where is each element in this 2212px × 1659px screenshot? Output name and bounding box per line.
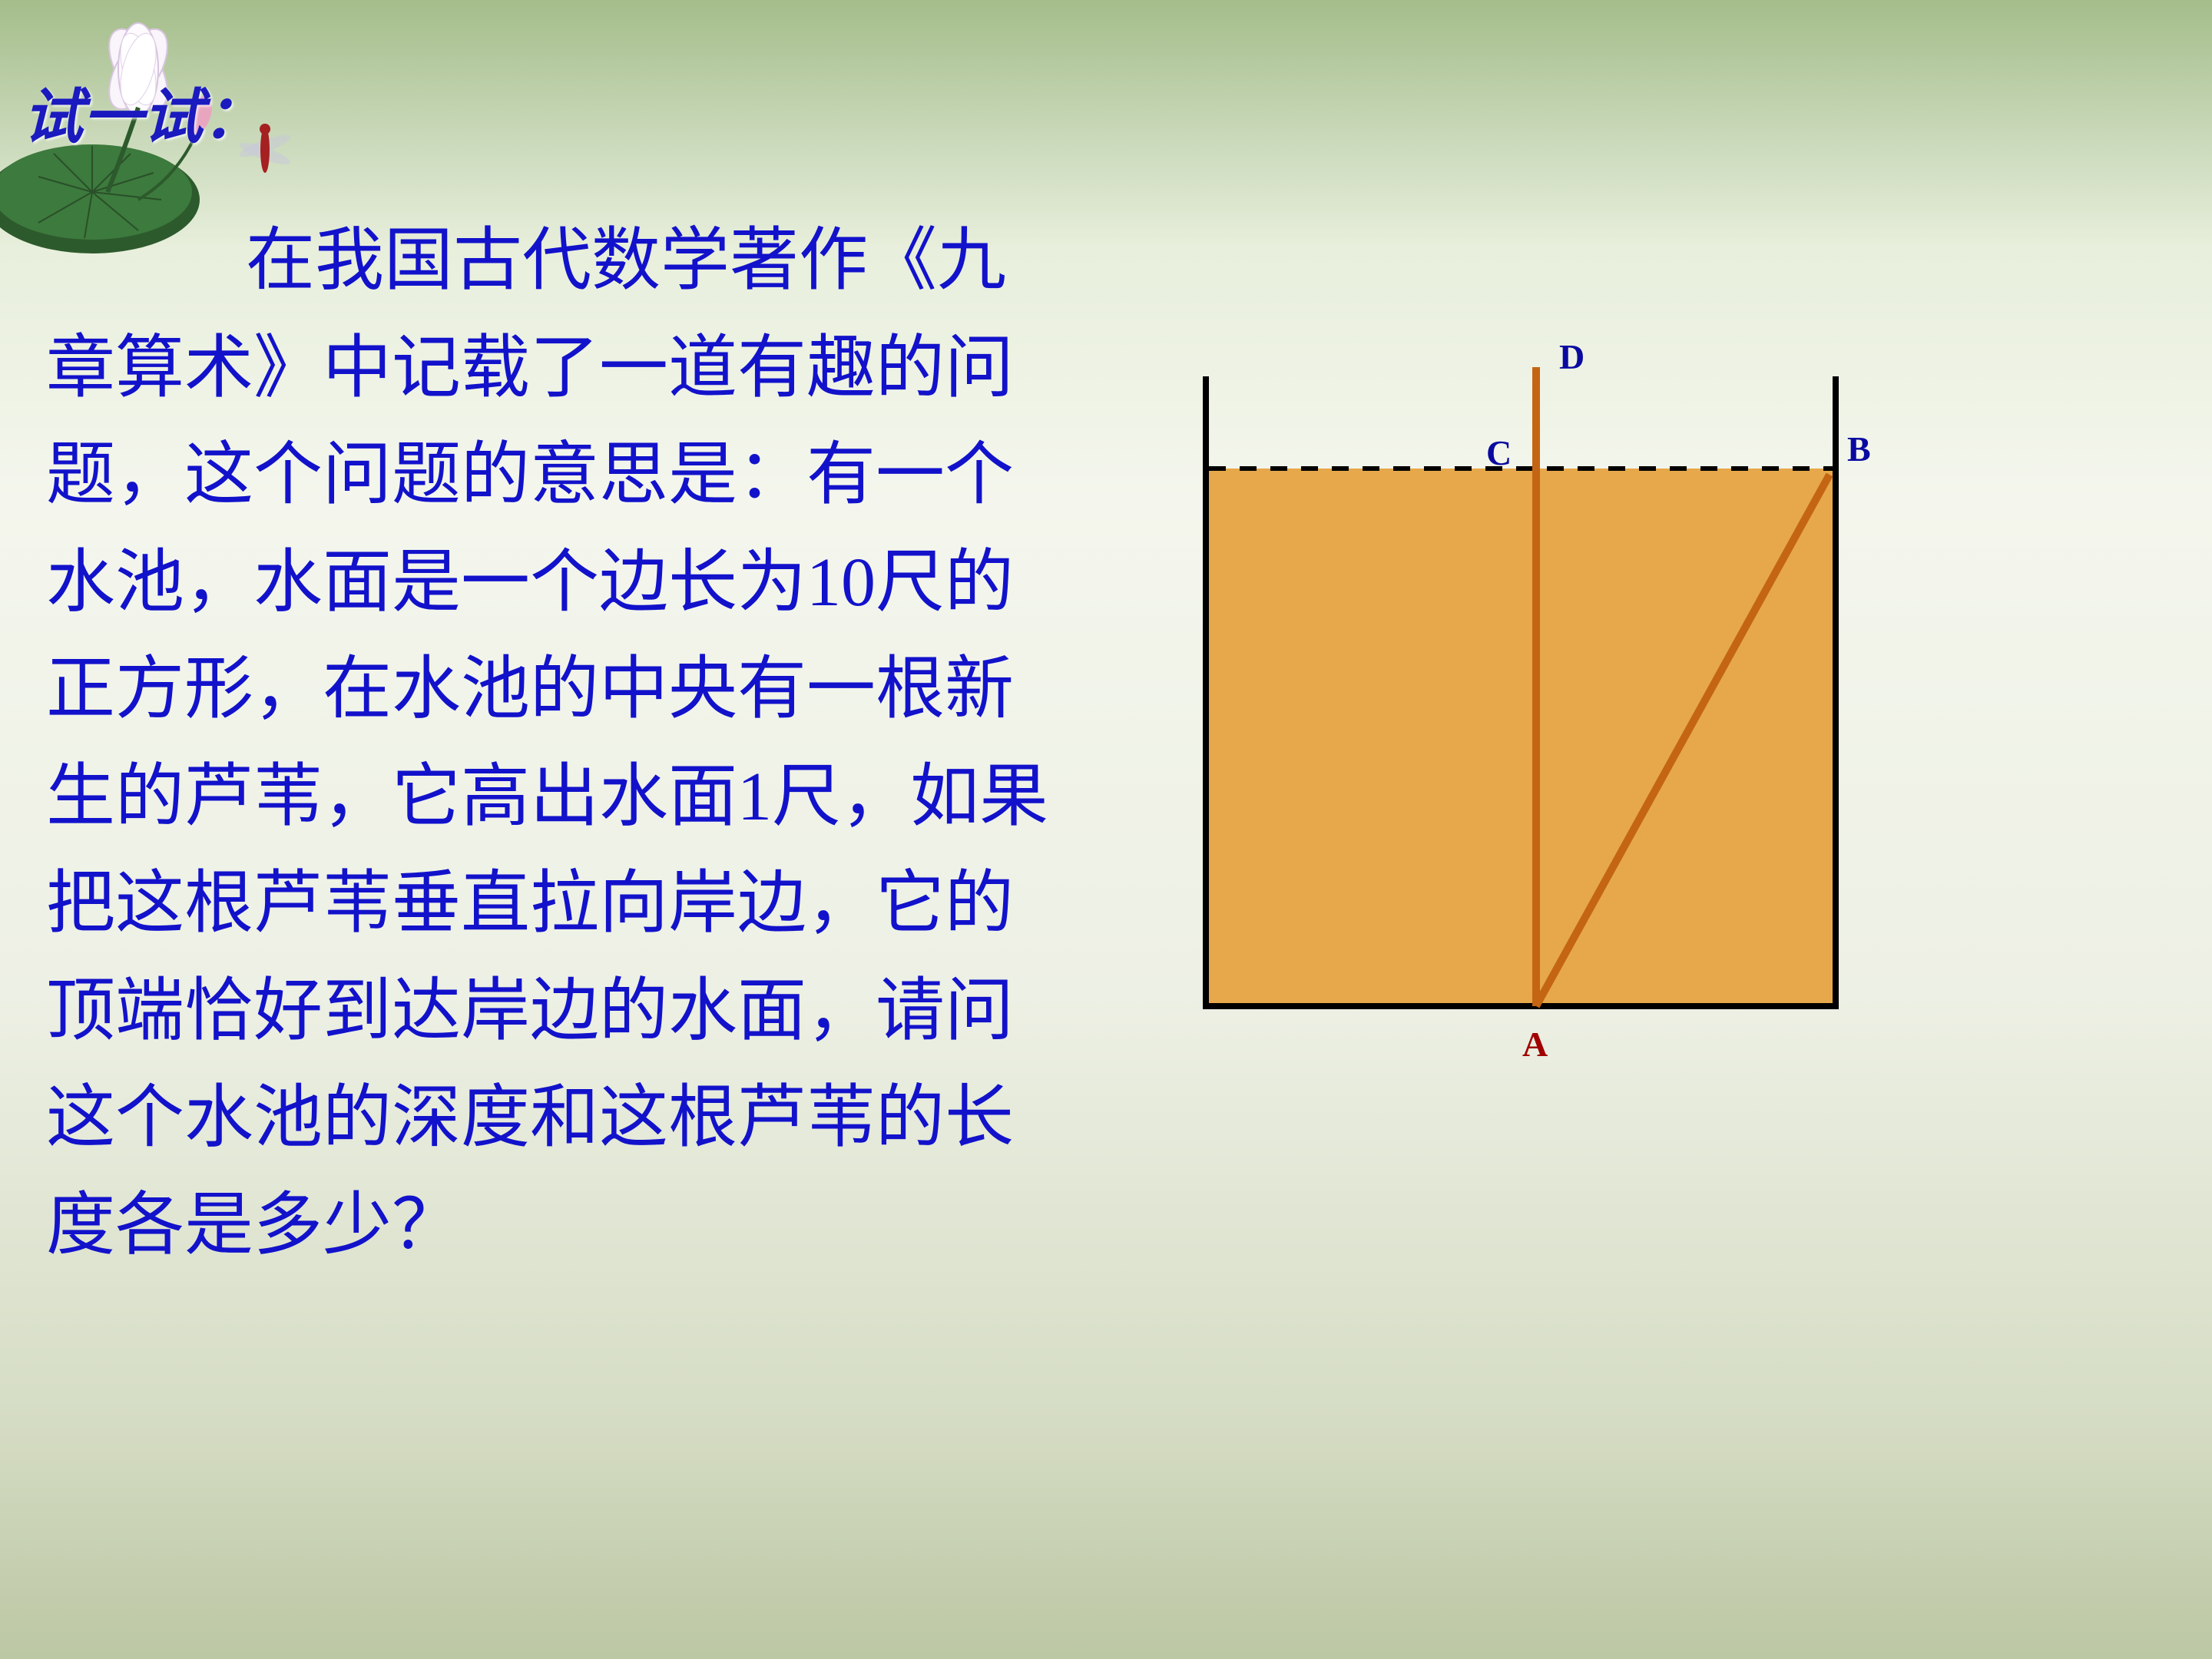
label-B: B — [1847, 429, 1871, 469]
label-D: D — [1559, 338, 1584, 376]
pool-reed-diagram: D C B A — [1160, 338, 1882, 1083]
water-fill — [1209, 469, 1833, 1003]
label-C: C — [1486, 433, 1512, 472]
label-A: A — [1522, 1025, 1548, 1064]
problem-text: 在我国古代数学著作《九章算术》中记载了一道有趣的问题，这个问题的意思是：有一个水… — [46, 207, 1060, 1279]
problem-body: 在我国古代数学著作《九章算术》中记载了一道有趣的问题，这个问题的意思是：有一个水… — [46, 223, 1048, 1263]
section-title: 试一试： — [23, 69, 263, 155]
